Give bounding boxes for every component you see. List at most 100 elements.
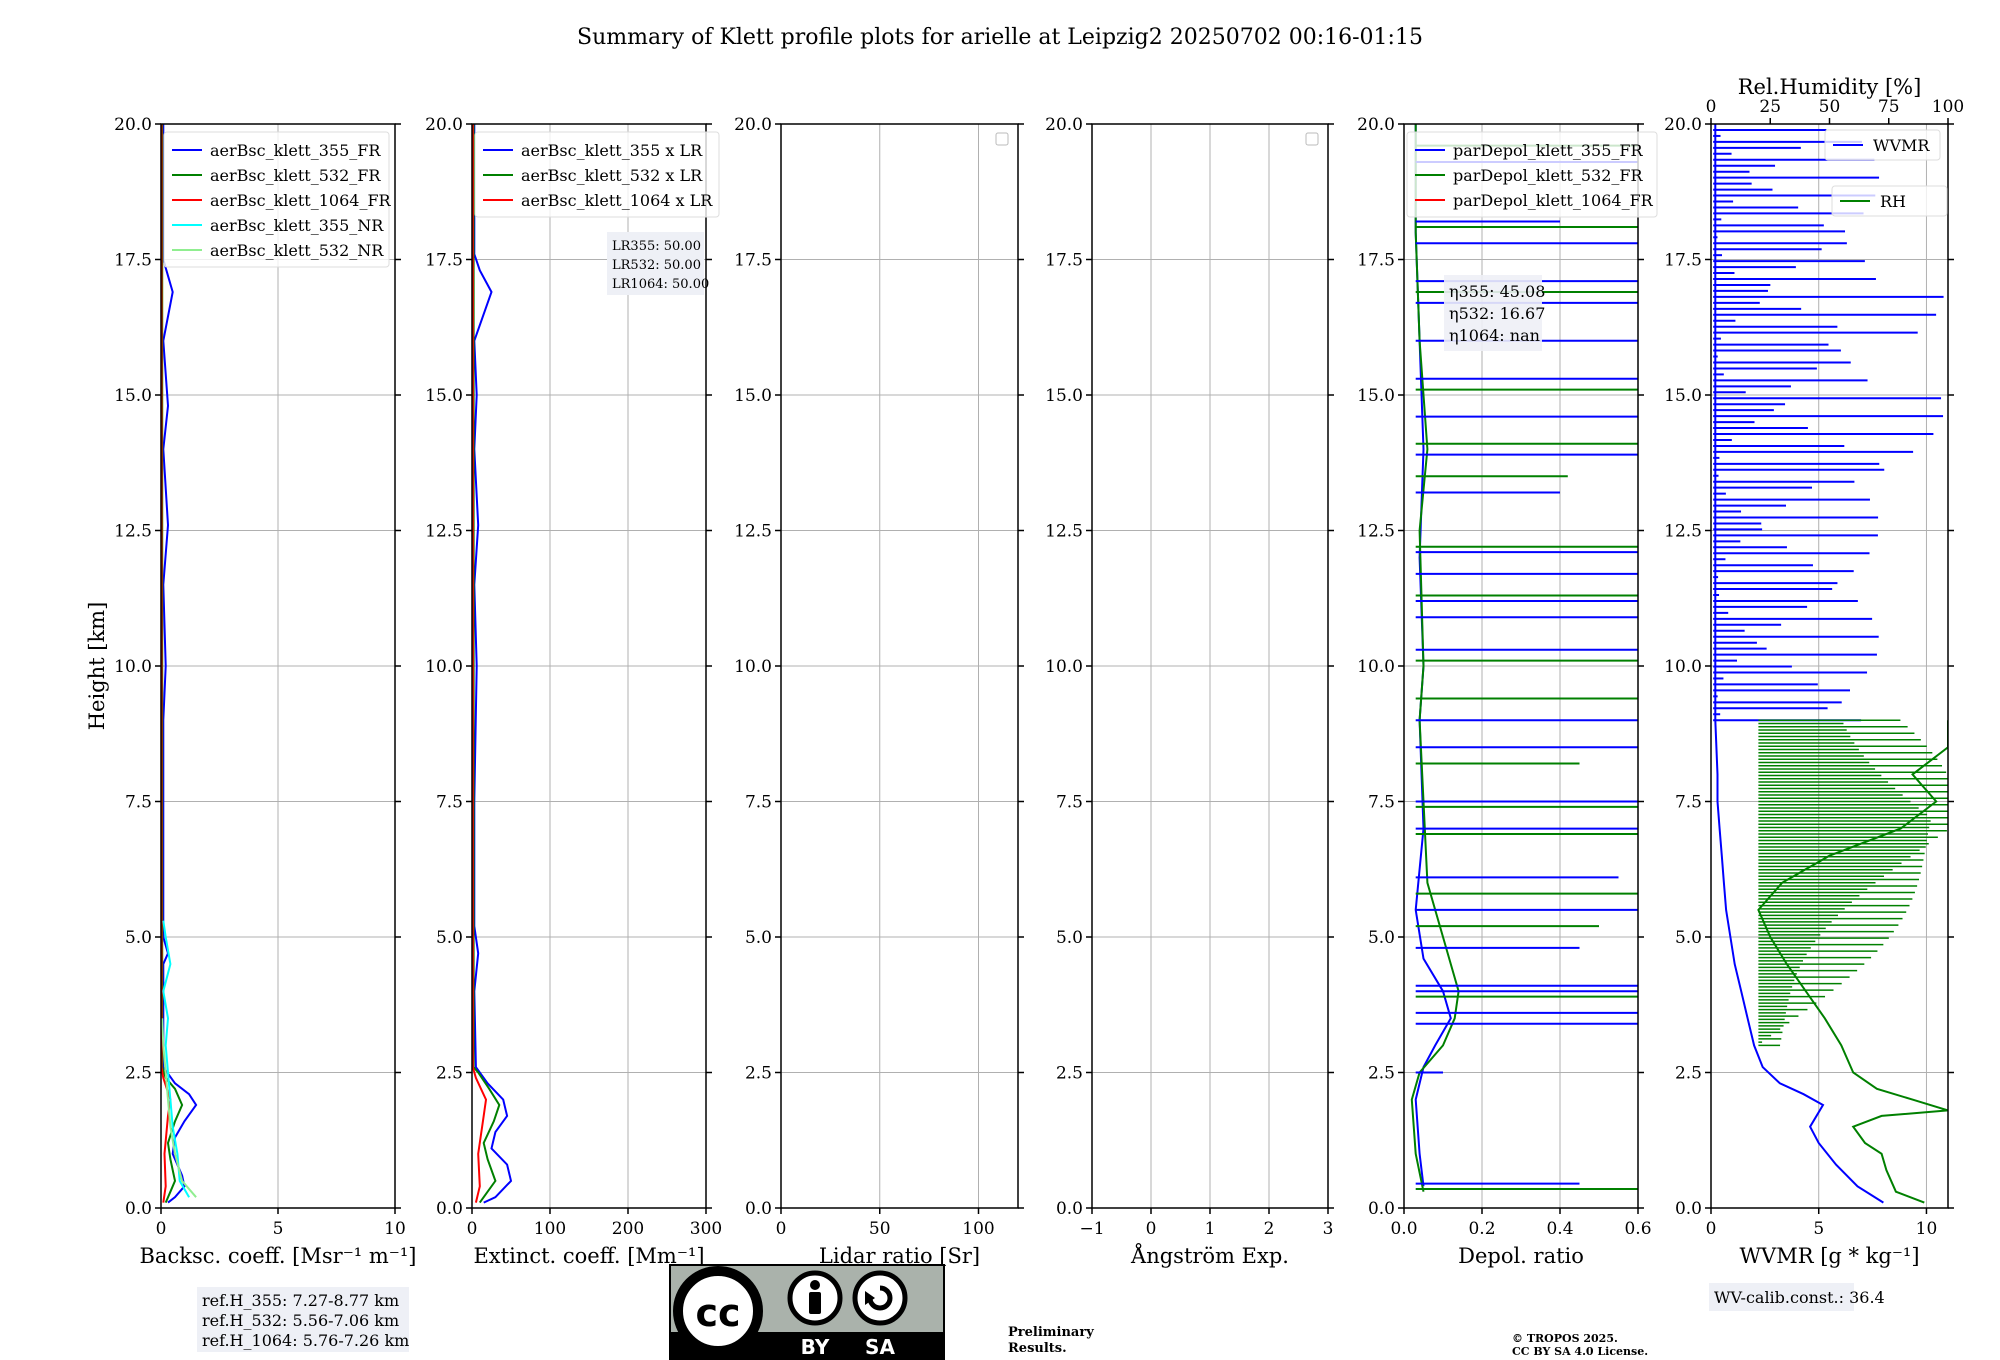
legend-label: aerBsc_klett_532 x LR [521,166,703,185]
legend-box [474,131,720,218]
y-tick-label: 20.0 [1357,115,1395,135]
x-tick-label: 0 [467,1219,478,1239]
legend-label: aerBsc_klett_532_FR [210,166,381,185]
y-tick-label: 15.0 [114,386,152,406]
y-tick-label: 10.0 [1045,657,1083,677]
x-tick-label: 0 [156,1219,167,1239]
legend-box [1831,185,1948,217]
x-tick-label: 0 [1146,1219,1157,1239]
x-axis-label: Depol. ratio [1458,1244,1584,1268]
y-tick-label: 20.0 [114,115,152,135]
series-group [472,124,513,1204]
y-tick-label: 2.5 [1675,1064,1702,1084]
y-tick-label: 17.5 [425,251,463,271]
y-tick-label: 10.0 [425,657,463,677]
y-tick-label: 12.5 [1357,522,1395,542]
panel-depol: 0.0 2.5 5.0 7.5 10.0 12.5 15.0 17.5 20.0 0.0 0.2 0.… [1357,115,1658,1268]
x-tick-label: 2 [1264,1219,1275,1239]
preliminary-line1: Preliminary [1008,1325,1094,1340]
legend-label: parDepol_klett_355_FR [1453,141,1644,160]
x-tick-label: 0 [776,1219,787,1239]
x-tick-label: 0.2 [1468,1219,1495,1239]
y-tick-label: 20.0 [425,115,463,135]
cc-sa-label: SA [865,1335,895,1359]
legend-label: RH [1880,192,1906,211]
series-line-aerBsc_klett_532_FR [161,124,184,1203]
y-tick-label: 5.0 [1056,928,1083,948]
x-tick-label: −1 [1079,1219,1104,1239]
panel-backscatter: 0.0 2.5 5.0 7.5 10.0 12.5 15.0 17.5 20.0 0 5 10 Back… [85,115,416,1352]
series-line-aerBsc_klett_355_NR [162,920,190,1198]
x-tick-label: 0.0 [1390,1219,1417,1239]
copyright-line2: CC BY SA 4.0 License. [1512,1345,1648,1358]
y-tick-label: 10.0 [114,657,152,677]
y-tick-label: 0.0 [1368,1199,1395,1219]
legend-label: aerBsc_klett_1064_FR [210,191,392,210]
lr-annotation-box [607,232,704,295]
series-line-aerBsc_klett_1064 x LR [472,124,488,1203]
legend-box [1406,131,1658,218]
x-top-tick-label: 25 [1759,97,1781,117]
y-tick-label: 5.0 [745,928,772,948]
y-tick-label: 2.5 [1056,1064,1083,1084]
x-top-tick-label: 50 [1819,97,1841,117]
panel-wvmr: 0.02.55.07.510.012.515.017.520.00 5 10WVMR… [1664,75,1964,1311]
y-tick-label: 15.0 [1045,386,1083,406]
legend-label: aerBsc_klett_355 x LR [521,141,703,160]
series-group [1713,124,1948,1204]
by-person-body [809,1292,821,1314]
x-axis-label: Extinct. coeff. [Mm⁻¹] [473,1244,704,1268]
x-tick-label: 100 [962,1219,994,1239]
refh-annotation-box [197,1287,409,1352]
x-top-tick-label: 100 [1932,97,1964,117]
y-tick-label: 10.0 [734,657,772,677]
y-tick-label: 5.0 [125,928,152,948]
panel-lidar_ratio: 0.02.55.07.510.012.515.017.520.00 50 100Li… [734,115,1024,1268]
y-tick-label: 2.5 [745,1064,772,1084]
lr-annotation-line: LR355: 50.00 [612,239,701,254]
y-tick-label: 2.5 [436,1064,463,1084]
x-top-axis-label: Rel.Humidity [%] [1738,75,1922,99]
y-tick-label: 7.5 [1675,793,1702,813]
figure-title: Summary of Klett profile plots for ariel… [577,25,1423,50]
series-group [161,124,198,1204]
legend-label: aerBsc_klett_355_FR [210,141,381,160]
eta-annotation-line: η355: 45.08 [1449,282,1545,301]
y-tick-label: 10.0 [1357,657,1395,677]
legend-label: parDepol_klett_532_FR [1453,166,1644,185]
x-tick-label: 300 [690,1219,722,1239]
legend-label: aerBsc_klett_1064 x LR [521,191,713,210]
x-tick-label: 5 [1813,1219,1824,1239]
y-tick-label: 17.5 [734,251,772,271]
y-tick-label: 10.0 [1664,657,1702,677]
y-tick-label: 12.5 [734,522,772,542]
empty-legend-box [1305,132,1319,146]
y-tick-label: 20.0 [1045,115,1083,135]
refh-annotation-line: ref.H_532: 5.56-7.06 km [202,1311,399,1330]
x-tick-label: 10 [1916,1219,1938,1239]
y-tick-label: 20.0 [734,115,772,135]
x-axis-label: Backsc. coeff. [Msr⁻¹ m⁻¹] [140,1244,417,1268]
y-tick-label: 5.0 [436,928,463,948]
lr-annotation-line: LR532: 50.00 [612,258,701,273]
y-tick-label: 5.0 [1675,928,1702,948]
lr-annotation-line: LR1064: 50.00 [612,277,709,292]
y-tick-label: 15.0 [1357,386,1395,406]
wvcalib-annotation-box [1709,1283,1854,1311]
y-tick-label: 7.5 [436,793,463,813]
wvcalib-annotation: WV-calib.const.: 36.4 [1714,1288,1885,1307]
legend-label: aerBsc_klett_355_NR [210,216,384,235]
panel-extinction: 0.0 2.5 5.0 7.5 10.0 12.5 15.0 17.5 20.0 0 100 200 3… [425,115,722,1268]
legend-box [1824,129,1941,161]
y-tick-label: 0.0 [1056,1199,1083,1219]
panel-angstrom: 0.0 2.5 5.0 7.5 10.0 12.5 15.0 17.5 20.0 −1 0 1 2 3 Ån… [1045,115,1334,1268]
eta-annotation-box [1444,275,1542,351]
series-line-aerBsc_klett_532 x LR [472,124,501,1204]
y-tick-label: 2.5 [1368,1064,1395,1084]
y-tick-label: 20.0 [1664,115,1702,135]
y-tick-label: 2.5 [125,1064,152,1084]
x-tick-label: 0.4 [1546,1219,1573,1239]
legend-box [163,131,390,268]
y-tick-label: 7.5 [745,793,772,813]
